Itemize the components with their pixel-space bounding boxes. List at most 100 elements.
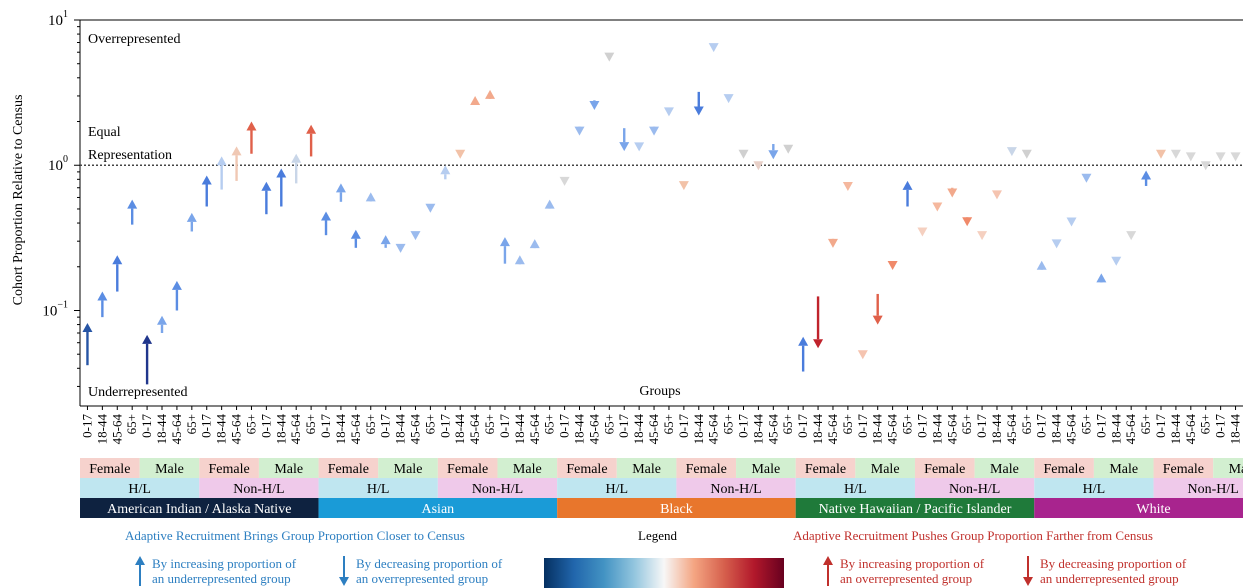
sex-label: Male: [751, 462, 780, 477]
data-point: [171, 280, 182, 311]
legend-item: By decreasing proportion of an overrepres…: [356, 556, 502, 586]
ethnicity-band: [914, 478, 1035, 498]
data-point: [186, 212, 197, 232]
x-tick-label: 18-44: [273, 414, 288, 445]
x-tick-label: 0-17: [139, 414, 154, 438]
x-tick-label: 0-17: [199, 414, 214, 438]
sex-label: Female: [1043, 462, 1084, 477]
data-point: [619, 128, 630, 152]
x-tick-label: 0-17: [557, 414, 572, 438]
point-marker: [634, 142, 645, 152]
data-point: [1096, 273, 1107, 283]
x-tick-label: 0-17: [974, 414, 989, 438]
x-tick-label: 18-44: [1168, 414, 1183, 445]
sex-label: Female: [89, 462, 130, 477]
race-band: [80, 498, 319, 518]
x-tick-label: 0-17: [258, 414, 273, 438]
point-marker: [842, 181, 853, 191]
x-tick-label: 45-64: [1064, 414, 1079, 445]
point-arrow-head: [1141, 170, 1152, 180]
point-marker: [455, 149, 466, 159]
data-point: [589, 100, 600, 111]
y-ticks: 101 100 10−1: [42, 9, 80, 387]
data-point: [574, 126, 585, 136]
annotation-equal: Equal: [88, 125, 121, 140]
data-point: [902, 180, 913, 207]
point-arrow-head: [902, 180, 913, 190]
data-point: [1170, 149, 1181, 159]
sex-label: Male: [1109, 462, 1138, 477]
x-tick-label: 18-44: [94, 414, 109, 445]
legend-item-line1: By increasing proportion of: [840, 556, 985, 571]
x-tick-label: 65+: [243, 414, 258, 434]
sex-label: Male: [990, 462, 1019, 477]
point-arrow-head: [216, 156, 227, 166]
x-tick-label: 45-64: [944, 414, 959, 445]
data-point: [321, 211, 332, 236]
data-point: [455, 149, 466, 159]
point-marker: [1185, 152, 1196, 162]
point-arrow-head: [887, 261, 898, 271]
sex-band: [914, 458, 975, 478]
point-marker: [410, 231, 421, 241]
point-marker: [1155, 149, 1166, 159]
point-arrow-head: [335, 183, 346, 193]
point-marker: [708, 43, 719, 53]
sex-label: Female: [1163, 462, 1204, 477]
sex-band: [974, 458, 1035, 478]
arrow-down-icon: [339, 556, 349, 586]
point-marker: [678, 181, 689, 191]
x-tick-labels: 0-17 18-44 45-64 65+ 0-17 18-44 45-64 65+ 0-17 18…: [79, 406, 1243, 445]
point-arrow-head: [798, 336, 809, 346]
point-marker: [1081, 173, 1092, 183]
data-point: [276, 168, 287, 207]
x-tick-label: 65+: [721, 414, 736, 434]
sex-label: Male: [274, 462, 303, 477]
x-tick-label: 18-44: [1228, 414, 1243, 445]
point-arrow-head: [231, 146, 242, 156]
x-tick-label: 18-44: [154, 414, 169, 445]
x-tick-label: 0-17: [1093, 414, 1108, 438]
x-tick-label: 65+: [601, 414, 616, 434]
point-arrow-head: [827, 238, 838, 248]
x-tick-label: 18-44: [750, 414, 765, 445]
point-arrow-head: [1096, 273, 1107, 283]
x-tick-label: 65+: [1138, 414, 1153, 434]
point-arrow-head: [157, 315, 168, 325]
legend-item-line1: By increasing proportion of: [152, 556, 297, 571]
data-point: [634, 142, 645, 152]
sex-band: [795, 458, 856, 478]
x-tick-label: 45-64: [646, 414, 661, 445]
point-arrow-head: [201, 175, 212, 185]
data-point: [708, 43, 719, 53]
data-point: [1215, 152, 1226, 162]
data-point: [231, 146, 242, 181]
data-point: [127, 199, 138, 225]
legend-colorbar: [544, 558, 784, 588]
x-tick-label: 45-64: [706, 414, 721, 445]
point-arrow-head: [589, 101, 600, 111]
sex-label: Female: [686, 462, 727, 477]
sex-label: Male: [632, 462, 661, 477]
arrow-up-icon: [135, 556, 145, 586]
x-tick-label: 0-17: [676, 414, 691, 438]
sex-band: [1213, 458, 1243, 478]
data-point: [723, 94, 734, 104]
legend-item-line1: By decreasing proportion of: [356, 556, 503, 571]
data-marks: [82, 43, 1241, 385]
data-point: [97, 291, 108, 318]
data-point: [395, 243, 406, 253]
data-point: [82, 323, 93, 366]
point-marker: [1021, 149, 1032, 159]
point-arrow-head: [246, 121, 257, 131]
annotation-underrepresented: Underrepresented: [88, 385, 188, 400]
data-point: [470, 95, 481, 105]
sex-band: [1093, 458, 1154, 478]
sex-label: Male: [1229, 462, 1243, 477]
point-arrow-head: [768, 150, 779, 160]
x-tick-label: 18-44: [333, 414, 348, 445]
x-tick-label: 0-17: [1153, 414, 1168, 438]
data-point: [768, 144, 779, 160]
sex-band: [199, 458, 259, 478]
x-tick-label: 18-44: [691, 414, 706, 445]
